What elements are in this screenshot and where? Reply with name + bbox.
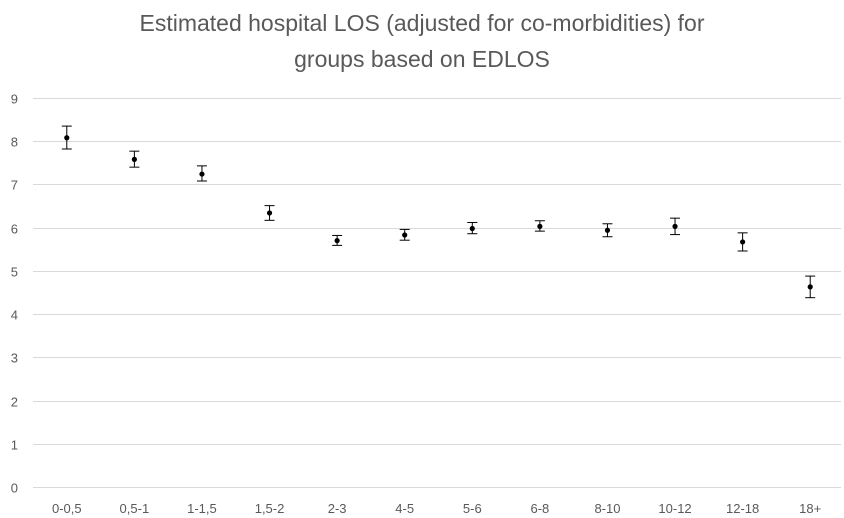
data-point-group xyxy=(399,228,410,241)
data-point xyxy=(199,171,205,177)
data-point xyxy=(537,223,543,229)
y-tick-label: 2 xyxy=(11,395,18,410)
y-tick-label: 6 xyxy=(11,222,18,237)
x-tick-label: 4-5 xyxy=(395,501,414,516)
data-point-group xyxy=(129,150,140,168)
chart-title-line-2: groups based on EDLOS xyxy=(294,46,550,72)
y-tick-label: 0 xyxy=(11,481,18,496)
data-point xyxy=(469,225,475,232)
data-point xyxy=(740,239,746,245)
data-point xyxy=(672,223,678,229)
chart-title-line-1: Estimated hospital LOS (adjusted for co-… xyxy=(139,10,705,36)
x-tick-label: 8-10 xyxy=(594,501,620,516)
y-tick-label: 8 xyxy=(11,135,18,150)
data-point xyxy=(604,227,611,233)
y-tick-label: 1 xyxy=(11,438,18,453)
data-point-group xyxy=(670,217,681,236)
data-point xyxy=(807,284,813,290)
x-tick-label: 10-12 xyxy=(658,501,691,516)
data-point xyxy=(131,156,137,162)
y-tick-label: 4 xyxy=(11,308,18,323)
data-point-group xyxy=(332,234,343,246)
x-tick-label: 6-8 xyxy=(530,501,549,516)
y-tick-label: 3 xyxy=(11,351,18,366)
x-tick-label: 18+ xyxy=(799,501,821,516)
data-point-group xyxy=(805,275,816,299)
data-point-group xyxy=(602,223,613,238)
data-point xyxy=(266,210,273,216)
data-point xyxy=(402,232,408,238)
data-point-group xyxy=(196,165,207,182)
data-point-group xyxy=(467,221,478,235)
x-tick-label: 1,5-2 xyxy=(255,501,285,516)
y-tick-label: 7 xyxy=(11,178,18,193)
data-point-group xyxy=(61,125,72,150)
data-point-group xyxy=(264,205,275,221)
data-point xyxy=(64,135,70,141)
y-tick-label: 9 xyxy=(11,92,18,107)
y-tick-label: 5 xyxy=(11,265,18,280)
x-tick-label: 12-18 xyxy=(726,501,759,516)
x-tick-label: 0-0,5 xyxy=(52,501,82,516)
x-tick-label: 5-6 xyxy=(463,501,482,516)
data-point-group xyxy=(737,232,748,252)
data-point-group xyxy=(534,220,545,232)
data-point xyxy=(334,238,340,244)
x-tick-label: 0,5-1 xyxy=(120,501,150,516)
x-tick-label: 1-1,5 xyxy=(187,501,217,516)
x-tick-label: 2-3 xyxy=(328,501,347,516)
